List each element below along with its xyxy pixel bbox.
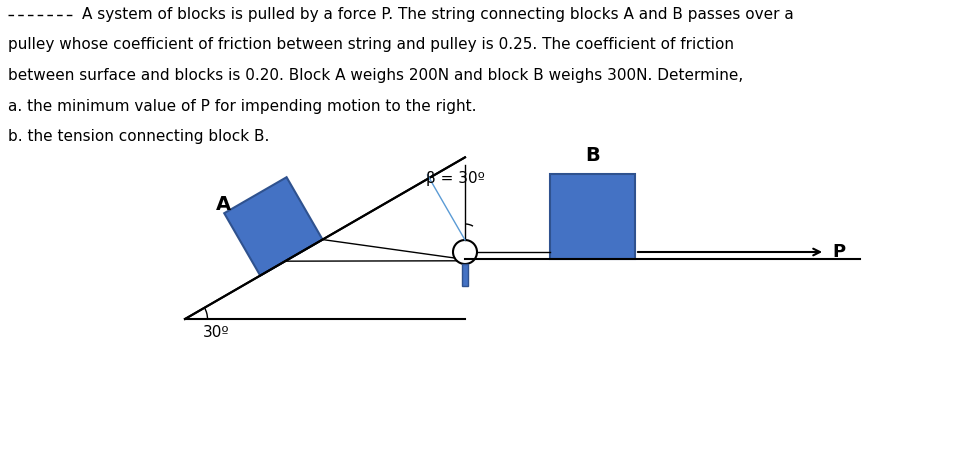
- Text: 30º: 30º: [203, 325, 229, 340]
- Polygon shape: [224, 177, 323, 276]
- Bar: [550, 174, 635, 259]
- Text: b. the tension connecting block B.: b. the tension connecting block B.: [8, 129, 269, 144]
- Text: A: A: [216, 195, 231, 214]
- Text: P: P: [832, 243, 845, 261]
- Text: between surface and blocks is 0.20. Block A weighs 200N and block B weighs 300N.: between surface and blocks is 0.20. Bloc…: [8, 68, 743, 83]
- Bar: [462, 264, 468, 286]
- Text: pulley whose coefficient of friction between string and pulley is 0.25. The coef: pulley whose coefficient of friction bet…: [8, 37, 734, 53]
- Text: β = 30º: β = 30º: [426, 171, 484, 186]
- Text: B: B: [585, 146, 600, 165]
- Text: a. the minimum value of P for impending motion to the right.: a. the minimum value of P for impending …: [8, 99, 477, 113]
- Text: A system of blocks is pulled by a force P. The string connecting blocks A and B : A system of blocks is pulled by a force …: [82, 7, 794, 22]
